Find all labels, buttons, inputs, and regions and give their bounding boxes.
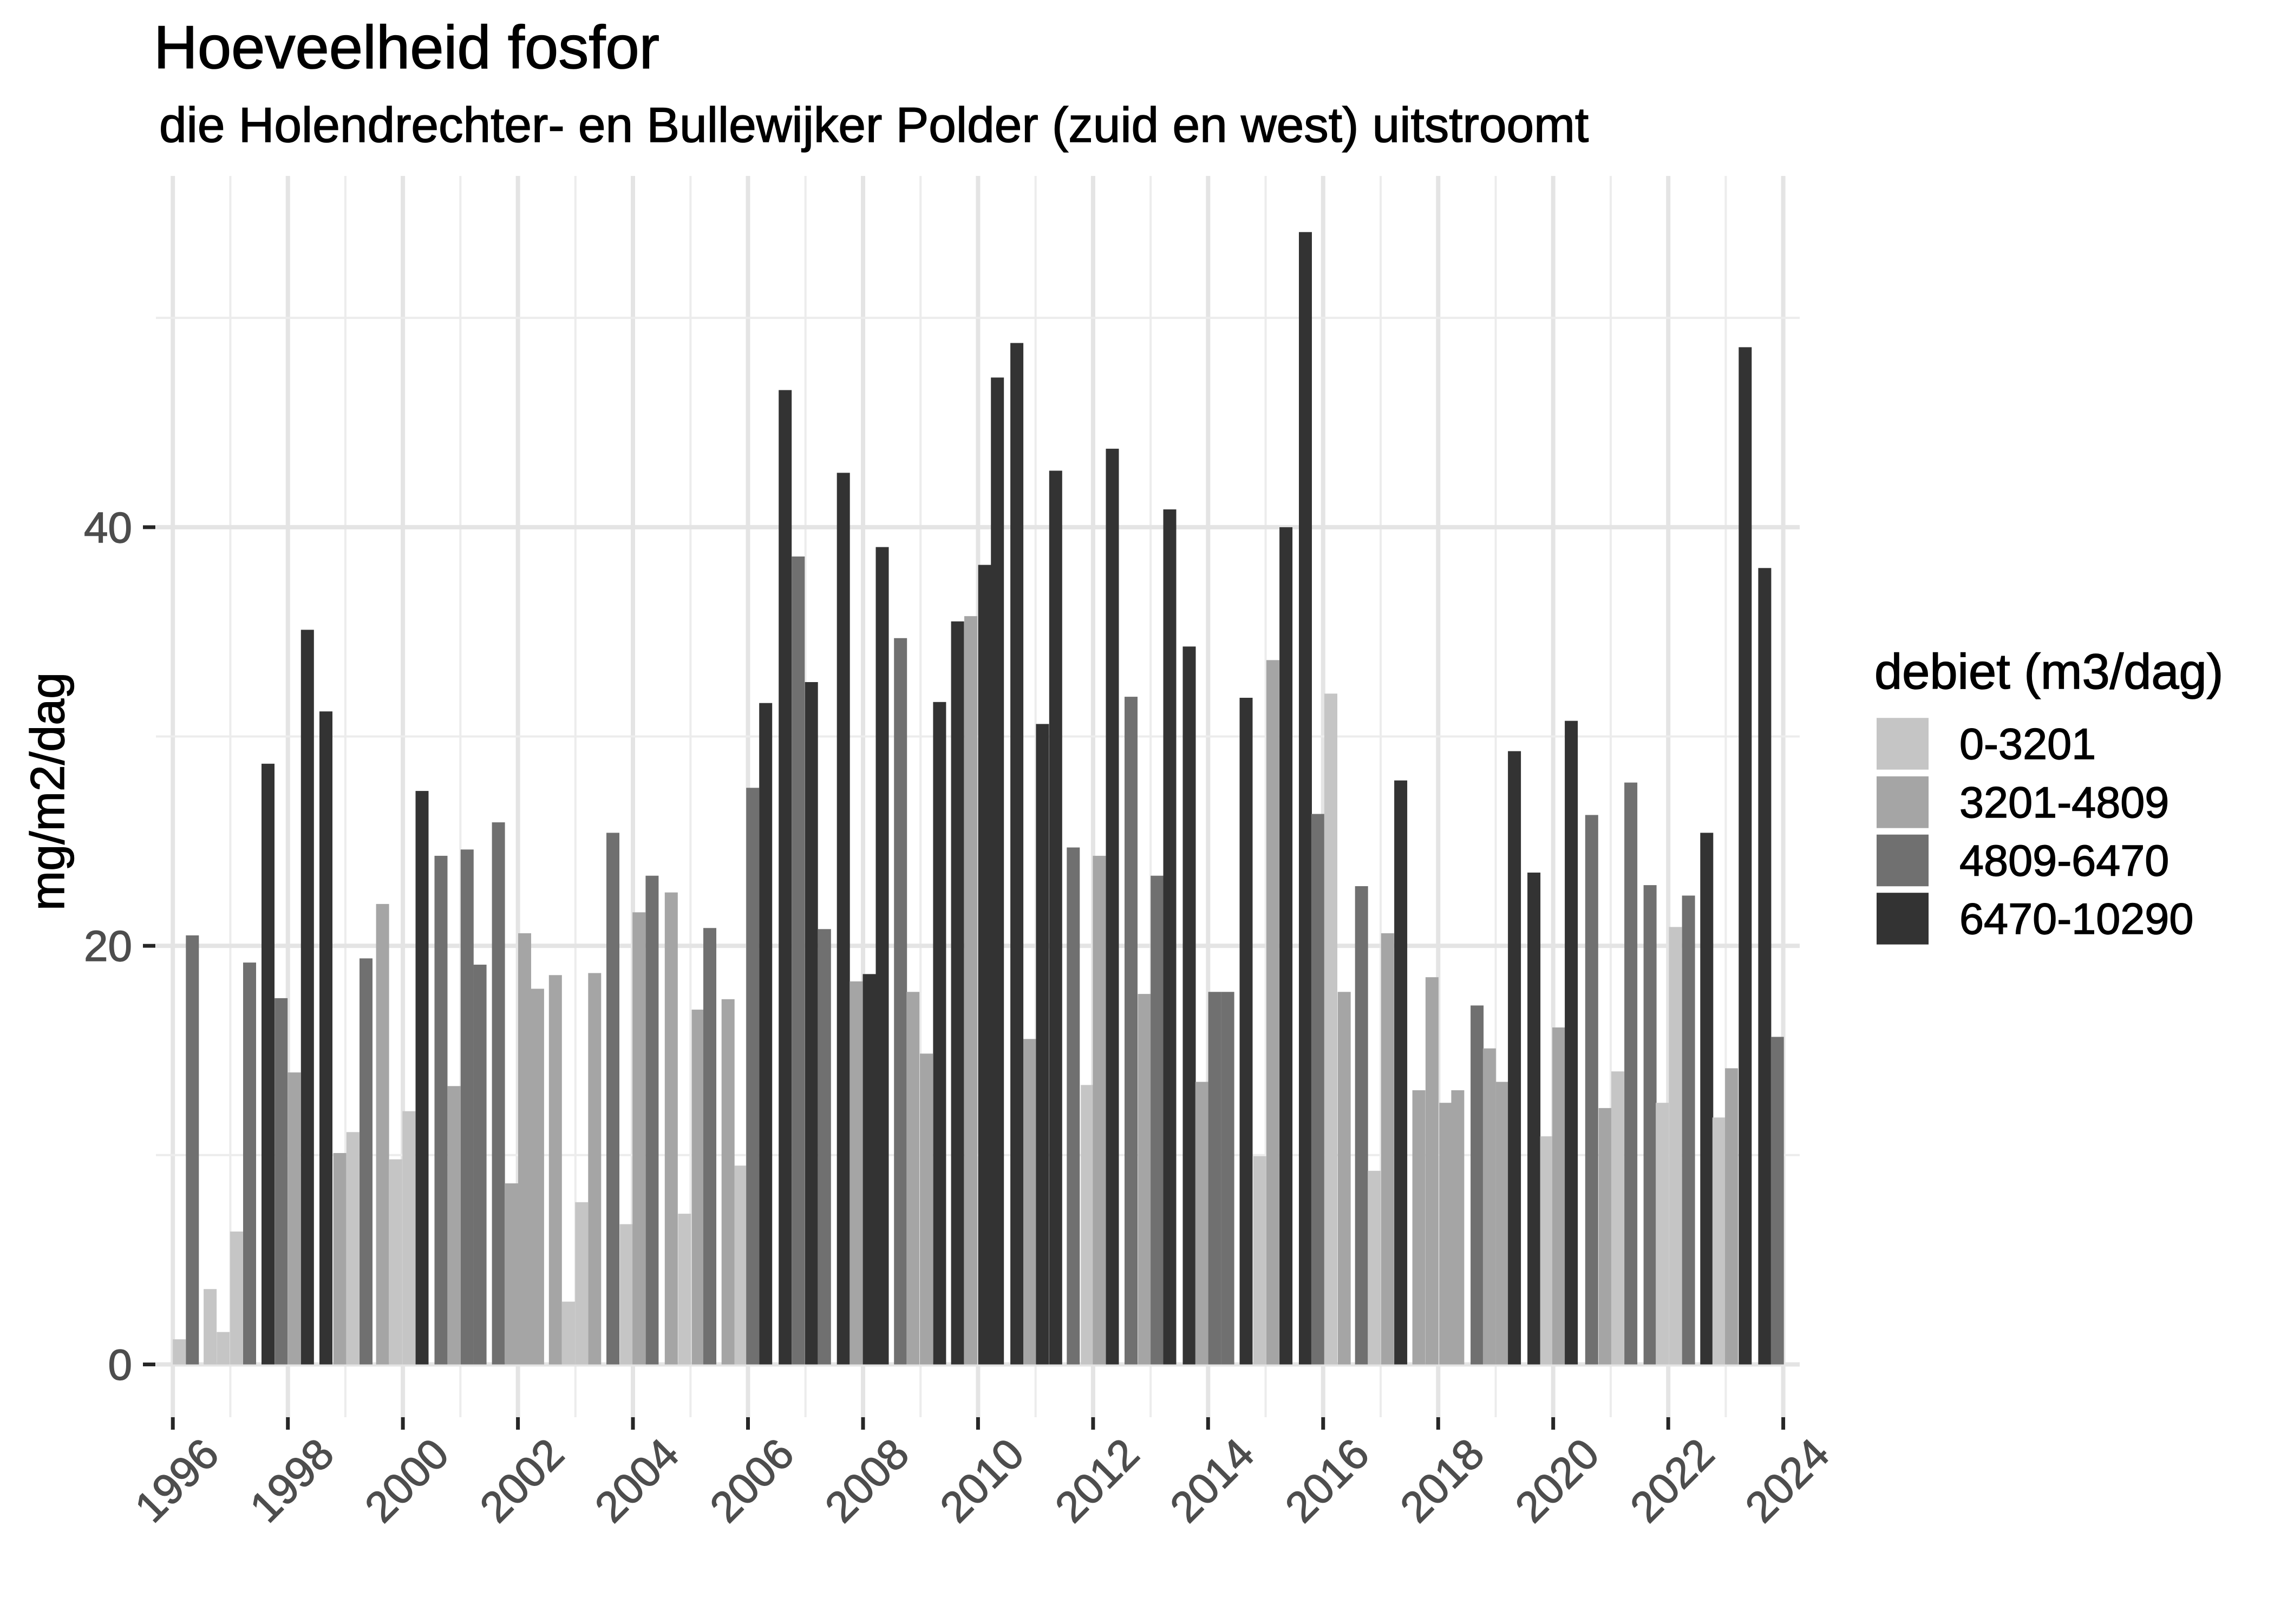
svg-text:die Holendrechter- en Bullewij: die Holendrechter- en Bullewijker Polder… bbox=[159, 98, 1589, 153]
svg-text:3201-4809: 3201-4809 bbox=[1959, 778, 2169, 827]
svg-text:0-3201: 0-3201 bbox=[1959, 720, 2096, 769]
svg-text:mg/m2/dag: mg/m2/dag bbox=[21, 672, 74, 911]
svg-text:20: 20 bbox=[84, 922, 132, 970]
svg-text:4809-6470: 4809-6470 bbox=[1959, 836, 2169, 885]
svg-text:40: 40 bbox=[84, 503, 132, 552]
svg-text:debiet (m3/dag): debiet (m3/dag) bbox=[1874, 644, 2223, 699]
svg-text:Hoeveelheid fosfor: Hoeveelheid fosfor bbox=[154, 14, 659, 81]
svg-text:0: 0 bbox=[108, 1341, 133, 1389]
svg-text:6470-10290: 6470-10290 bbox=[1959, 895, 2193, 944]
